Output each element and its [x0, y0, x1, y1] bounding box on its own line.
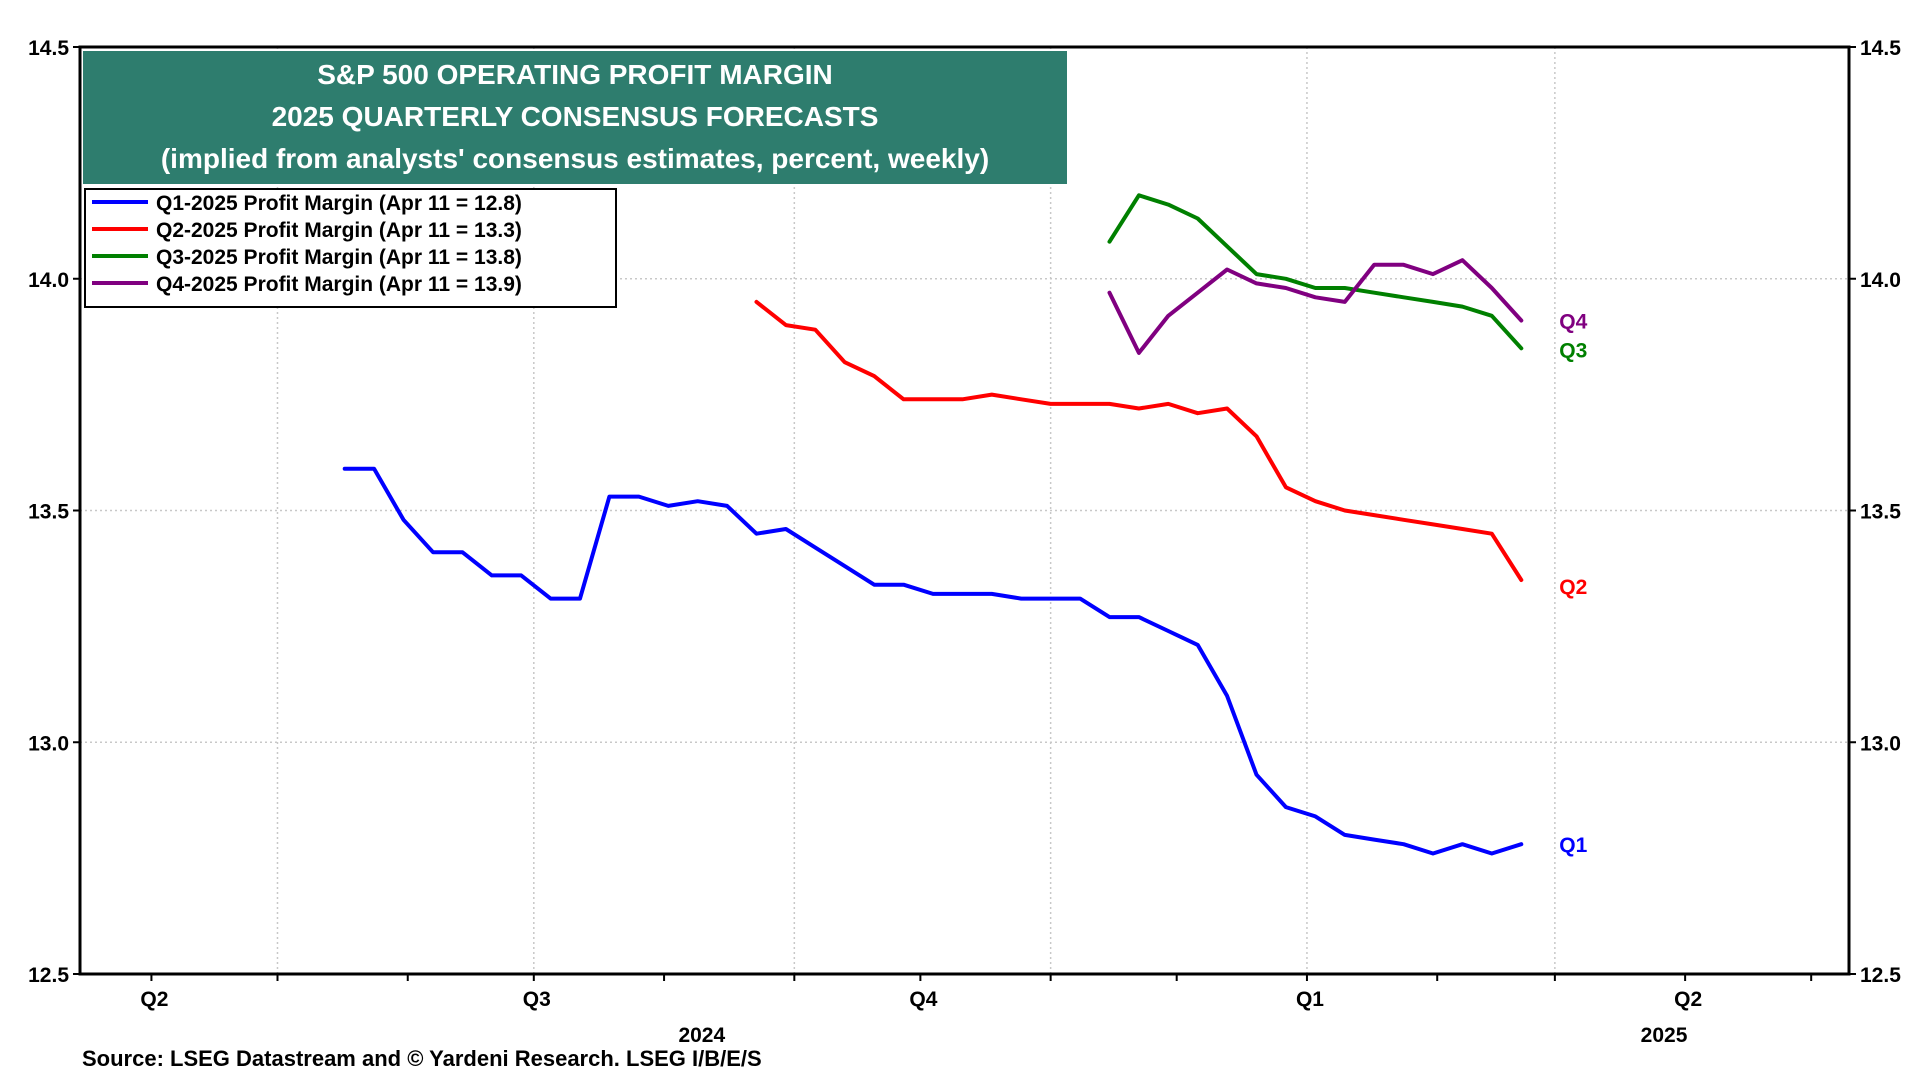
series-line-q1	[342, 466, 1524, 856]
y-tick-label-left: 12.5	[28, 964, 69, 987]
legend-label-q2: Q2-2025 Profit Margin (Apr 11 = 13.3)	[156, 219, 522, 242]
x-quarter-label: Q2	[140, 988, 168, 1011]
legend-label-q4: Q4-2025 Profit Margin (Apr 11 = 13.9)	[156, 273, 522, 296]
x-quarter-label: Q2	[1674, 988, 1702, 1011]
series-end-label-q4: Q4	[1559, 310, 1587, 333]
x-quarter-label: Q1	[1296, 988, 1324, 1011]
tick-layer: 12.5 12.5 13.0 13.0 13.5 13.5 14.0 14.0 14.5 14.5…	[28, 37, 1901, 1047]
y-tick-label-left: 14.5	[28, 37, 69, 60]
y-tick-label-right: 14.0	[1860, 269, 1901, 292]
series-line-q2	[754, 299, 1524, 582]
y-tick-label-left: 14.0	[28, 269, 69, 292]
y-tick-label-right: 13.0	[1860, 732, 1901, 755]
x-quarter-label: Q4	[909, 988, 937, 1011]
title-line-1: S&P 500 OPERATING PROFIT MARGIN	[317, 59, 832, 90]
x-year-label: 2025	[1641, 1024, 1688, 1047]
series-end-label-q2: Q2	[1559, 576, 1587, 599]
x-year-label: 2024	[678, 1024, 725, 1047]
series-line-q4	[1107, 258, 1524, 355]
title-line-2: 2025 QUARTERLY CONSENSUS FORECASTS	[272, 101, 879, 132]
y-tick-label-left: 13.0	[28, 732, 69, 755]
x-quarter-label: Q3	[523, 988, 551, 1011]
legend-box	[84, 188, 617, 308]
legend-label-q1: Q1-2025 Profit Margin (Apr 11 = 12.8)	[156, 192, 522, 215]
y-tick-label-left: 13.5	[28, 501, 69, 524]
source-note: Source: LSEG Datastream and © Yardeni Re…	[82, 1046, 762, 1071]
legend: Q1-2025 Profit Margin (Apr 11 = 12.8) Q2-…	[84, 188, 617, 308]
series-layer: Q1 Q2 Q3 Q4	[342, 193, 1588, 857]
legend-label-q3: Q3-2025 Profit Margin (Apr 11 = 13.8)	[156, 246, 522, 269]
title-line-3: (implied from analysts' consensus estima…	[161, 143, 989, 174]
title-box: S&P 500 OPERATING PROFIT MARGIN 2025 QUA…	[83, 51, 1067, 184]
series-line-q3	[1107, 193, 1524, 351]
title-background	[83, 51, 1067, 184]
y-tick-label-right: 14.5	[1860, 37, 1901, 60]
series-end-label-q3: Q3	[1559, 339, 1587, 362]
y-tick-label-right: 12.5	[1860, 964, 1901, 987]
y-tick-label-right: 13.5	[1860, 501, 1901, 524]
series-end-label-q1: Q1	[1559, 834, 1587, 857]
